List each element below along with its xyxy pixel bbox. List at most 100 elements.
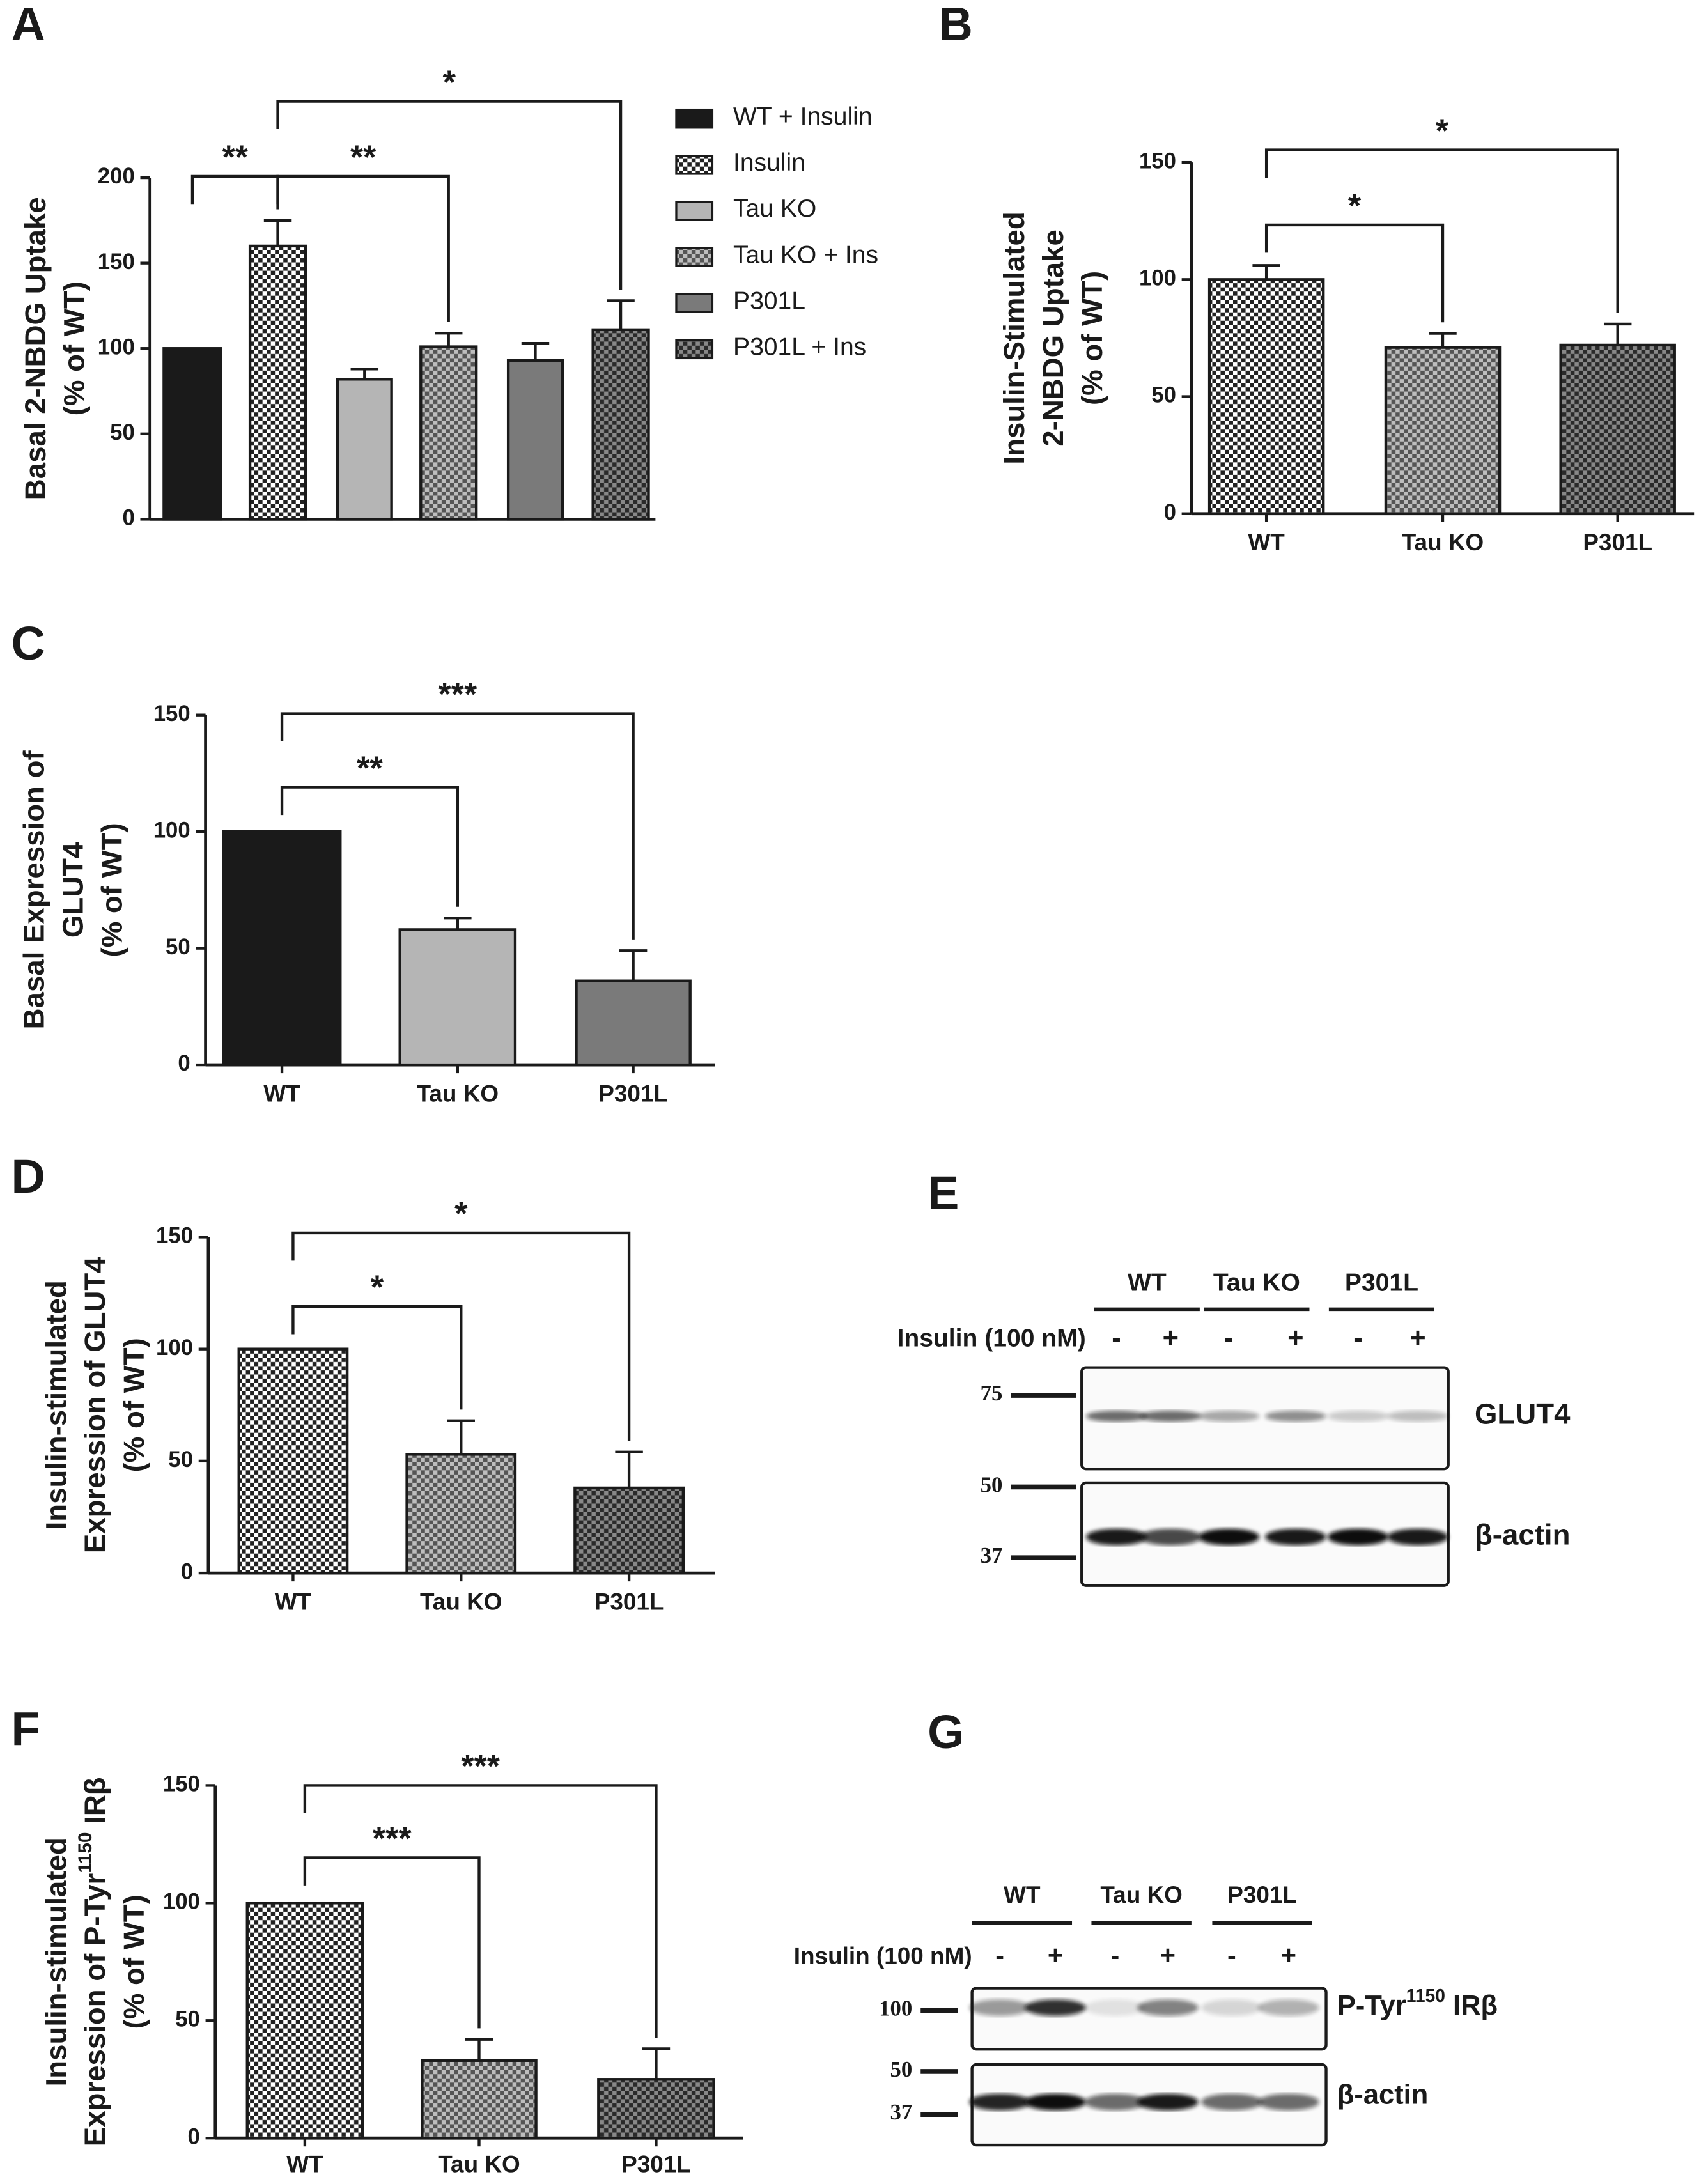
legend-swatch	[675, 293, 714, 313]
significance-bracket	[280, 712, 635, 940]
band	[1085, 1528, 1147, 1546]
y-tick-label: 100	[153, 818, 190, 842]
band-label: P-Tyr1150 IRβ	[1337, 1985, 1498, 2021]
significance-label: **	[222, 139, 248, 176]
y-axis-label: Basal 2-NBDG Uptake	[19, 197, 52, 500]
significance-label: ***	[373, 1820, 412, 1857]
band	[1387, 1528, 1448, 1546]
panel-label: C	[11, 617, 45, 670]
band	[1327, 1410, 1389, 1422]
x-tick-label: P301L	[598, 1081, 668, 1107]
y-tick-label: 100	[1139, 267, 1176, 291]
band	[1025, 2093, 1086, 2111]
marker-label: 50	[890, 2057, 912, 2082]
y-tick-label: 150	[1139, 149, 1176, 173]
band	[1201, 1999, 1262, 2017]
lane-sign: -	[1227, 1941, 1236, 1971]
y-tick-label: 150	[163, 1772, 200, 1797]
lane-sign: +	[1409, 1323, 1425, 1354]
significance-bracket	[276, 174, 450, 322]
bar	[573, 1486, 685, 1575]
significance-bracket	[291, 1305, 463, 1410]
significance-label: **	[357, 750, 383, 787]
panel-label: A	[11, 0, 45, 50]
band-label: β-actin	[1337, 2079, 1428, 2110]
y-tick-label: 100	[98, 335, 135, 359]
band	[1264, 1410, 1326, 1422]
band	[1327, 1528, 1389, 1546]
y-axis-label: (% of WT)	[58, 281, 91, 415]
marker-label: 37	[890, 2100, 912, 2125]
legend-swatch	[675, 339, 714, 360]
bar	[597, 2078, 715, 2140]
significance-label: *	[443, 64, 456, 101]
bar	[1207, 278, 1325, 515]
band	[1084, 1999, 1146, 2017]
x-tick-label: P301L	[594, 1589, 664, 1615]
band	[1264, 1528, 1326, 1546]
y-axis-label: Expression of P-Tyr1150 IRβ	[75, 1777, 111, 2146]
lane-sign: +	[1281, 1941, 1296, 1971]
band-label-part: IRβ	[1445, 1990, 1498, 2021]
group-label: P301L	[1227, 1882, 1297, 1908]
band-label-part: P-Tyr	[1337, 1990, 1406, 2021]
band	[1258, 1999, 1319, 2017]
y-tick-label: 150	[156, 1224, 193, 1248]
legend-label: Insulin	[733, 149, 805, 176]
band	[1198, 1528, 1260, 1546]
y-axis-label: Expression of GLUT4	[79, 1257, 111, 1553]
y-tick-label: 0	[188, 2125, 200, 2149]
bar	[1384, 346, 1502, 515]
y-axis-label: Basal Expression of	[18, 750, 50, 1030]
group-label: WT	[1004, 1882, 1041, 1908]
significance-bracket	[303, 1856, 481, 2029]
significance-label: *	[1348, 188, 1362, 225]
marker-label: 50	[981, 1472, 1003, 1497]
x-tick-label: P301L	[621, 2151, 691, 2177]
blot-membrane	[1080, 1481, 1450, 1587]
y-tick-label: 0	[1164, 500, 1176, 525]
x-tick-label: WT	[286, 2151, 323, 2177]
y-axis-label-part: IRβ	[79, 1777, 111, 1832]
lane-sign: -	[1112, 1323, 1121, 1354]
y-tick-label: 200	[98, 164, 135, 189]
y-tick-label: 150	[98, 250, 135, 274]
marker-label: 37	[981, 1543, 1003, 1568]
bar	[591, 328, 650, 521]
treatment-label: Insulin (100 nM)	[897, 1324, 1085, 1352]
x-tick-label: P301L	[1583, 529, 1652, 555]
panel-label: E	[928, 1166, 959, 1220]
y-axis-label: (% of WT)	[95, 823, 128, 957]
band-label: GLUT4	[1475, 1398, 1571, 1430]
bar	[245, 1902, 364, 2140]
x-tick-label: Tau KO	[1402, 529, 1484, 555]
panel-label: F	[11, 1702, 40, 1755]
band	[1387, 1410, 1448, 1422]
significance-bracket	[1264, 223, 1445, 323]
bar	[575, 979, 692, 1067]
y-tick-label: 50	[175, 2007, 200, 2031]
legend-swatch	[675, 155, 714, 175]
blot-membrane	[970, 1987, 1328, 2051]
bar	[248, 244, 307, 521]
legend-label: WT + Insulin	[733, 103, 873, 130]
bar	[162, 347, 222, 521]
y-tick-label: 50	[168, 1448, 193, 1472]
band	[1198, 1410, 1260, 1422]
significance-label: *	[454, 1196, 468, 1233]
lane-sign: +	[1048, 1941, 1063, 1971]
x-tick-label: Tau KO	[417, 1081, 499, 1107]
y-axis-label: (% of WT)	[1076, 271, 1108, 405]
group-label: P301L	[1345, 1269, 1418, 1297]
significance-bracket	[276, 100, 623, 290]
y-axis-label: Insulin-stimulated	[40, 1837, 72, 2086]
x-tick-label: WT	[1248, 529, 1285, 555]
group-label: Tau KO	[1213, 1269, 1300, 1297]
y-axis-label-part: Expression of P-Tyr	[79, 1873, 111, 2147]
panel-label: B	[939, 0, 973, 50]
y-axis-label: (% of WT)	[118, 1338, 150, 1472]
x-tick-label: WT	[275, 1589, 312, 1615]
significance-label: **	[350, 139, 377, 176]
marker-label: 75	[981, 1381, 1003, 1406]
band	[1137, 2093, 1199, 2111]
